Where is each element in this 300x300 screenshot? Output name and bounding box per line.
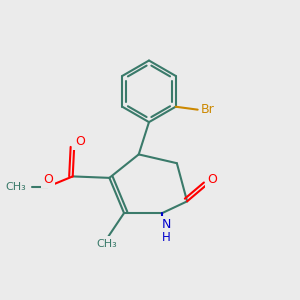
Text: O: O bbox=[75, 135, 85, 148]
Text: H: H bbox=[162, 231, 171, 244]
Text: O: O bbox=[44, 173, 53, 186]
Text: CH₃: CH₃ bbox=[96, 238, 117, 249]
Text: N: N bbox=[162, 218, 171, 231]
Text: CH₃: CH₃ bbox=[5, 182, 26, 192]
Text: Br: Br bbox=[201, 103, 215, 116]
Text: O: O bbox=[207, 173, 217, 186]
